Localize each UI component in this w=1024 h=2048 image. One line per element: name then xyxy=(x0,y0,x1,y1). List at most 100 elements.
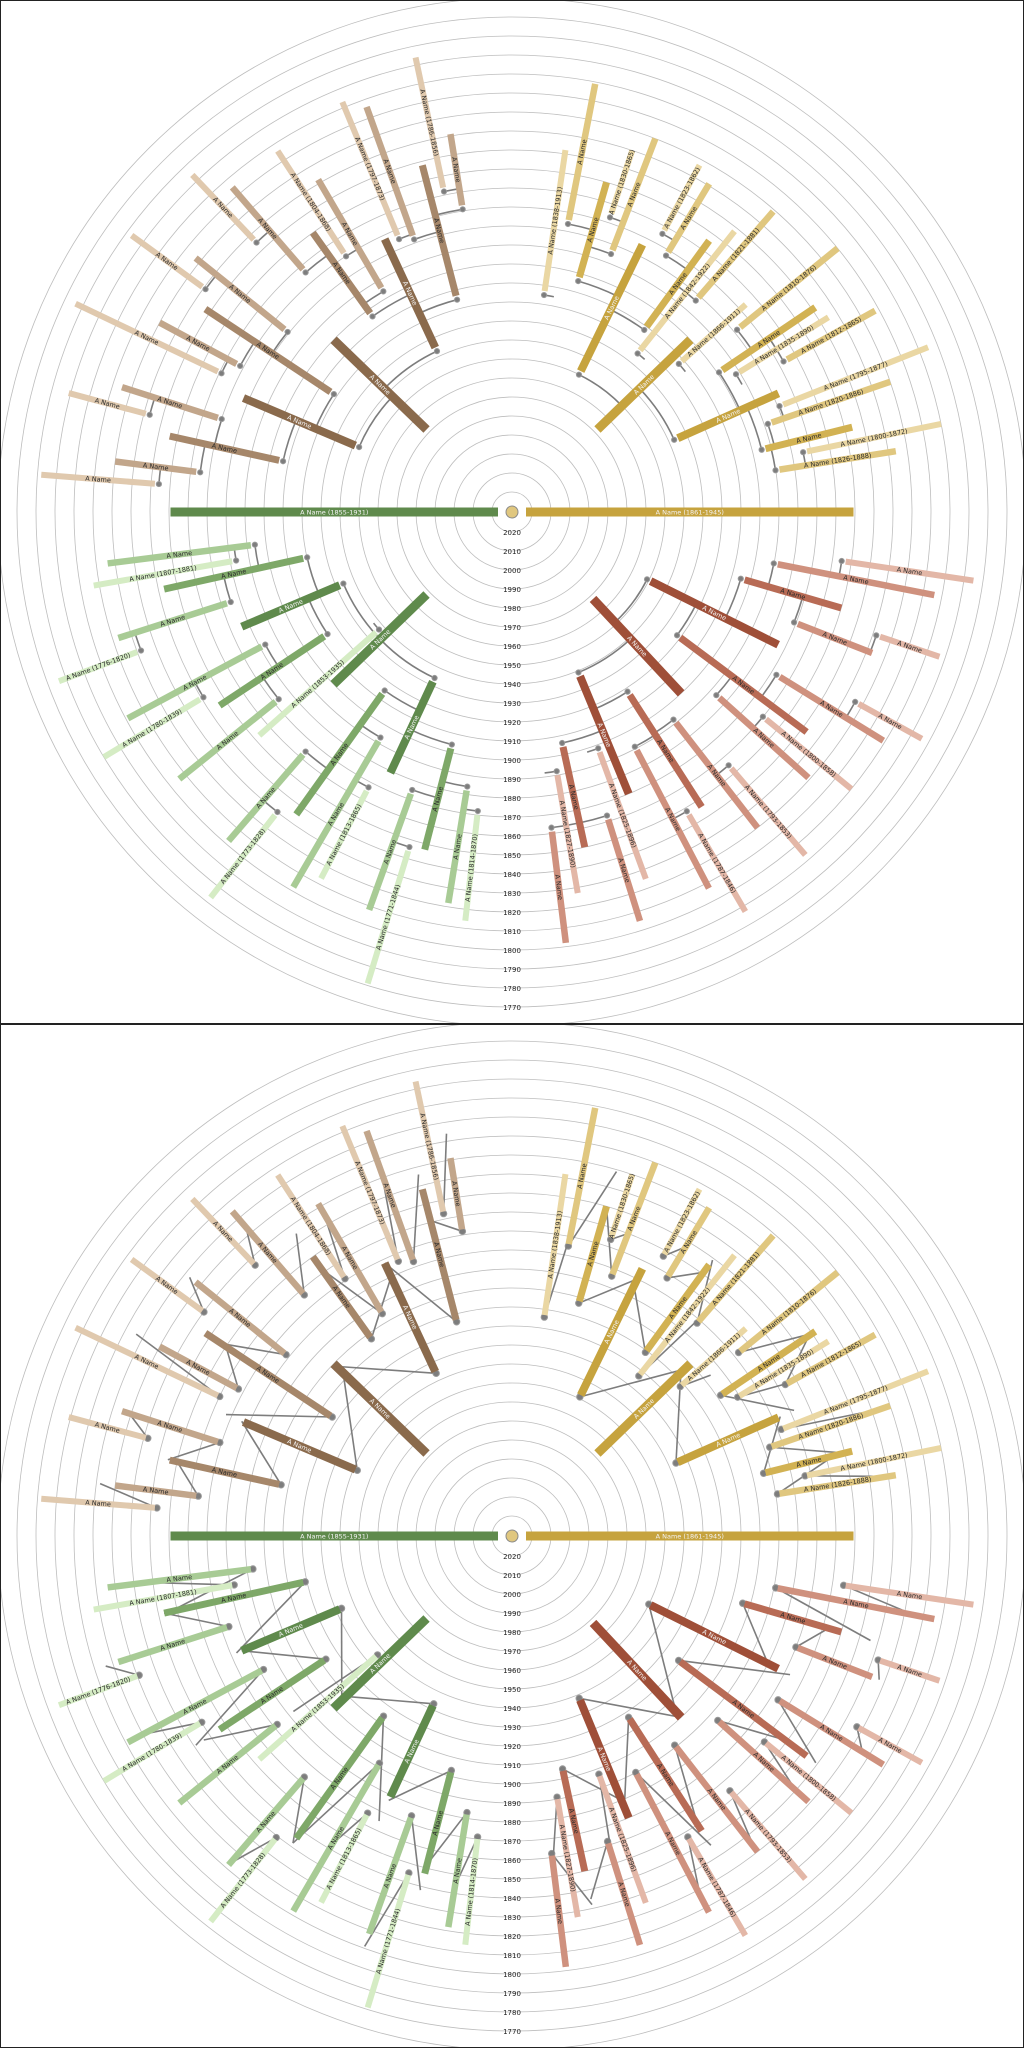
lifespan-bar xyxy=(806,1444,942,1479)
year-tick-label: 1920 xyxy=(503,1743,521,1751)
lineage-arc xyxy=(736,329,753,351)
lifespan-label: A Name xyxy=(779,1611,806,1626)
year-tick-label: 1780 xyxy=(503,985,521,993)
year-tick-label: 2020 xyxy=(503,1553,521,1561)
lineage-arc xyxy=(665,254,689,271)
lifespan-label: A Name xyxy=(182,673,208,692)
lifespan-label: A Name xyxy=(706,763,728,788)
lineage-node xyxy=(659,230,666,237)
lifespan-label: A Name xyxy=(715,1431,742,1449)
lifespan-bar xyxy=(633,1772,712,1914)
lineage-arc xyxy=(358,396,394,448)
lineage-node xyxy=(284,328,291,336)
lifespan-label: A Name xyxy=(182,1697,208,1716)
lineage-node xyxy=(453,296,461,303)
lineage-arc xyxy=(715,675,733,696)
fan-chart-bottom: 2020 2010 2000 1990 1980 1970 1960 1950 1940 1930… xyxy=(1,1025,1023,2047)
lifespan-bar xyxy=(418,1188,460,1321)
lifespan-bar xyxy=(102,1720,202,1784)
lifespan-bar xyxy=(208,1837,278,1924)
lineage-connectors xyxy=(134,187,880,851)
lineage-node xyxy=(275,696,282,703)
lineage-arc xyxy=(718,371,741,411)
lineage-link xyxy=(378,1716,385,1822)
lifespan-bar xyxy=(565,83,599,221)
lifespan-bar xyxy=(126,1667,264,1746)
lifespan-bar xyxy=(275,1173,347,1279)
root-person-label: A Name (1861-1945) xyxy=(656,508,724,516)
lifespan-bar xyxy=(633,748,712,890)
lifespan-label: A Name xyxy=(896,639,923,655)
lineage-node xyxy=(440,188,448,195)
lineage-node xyxy=(790,619,798,626)
lifespan-bar xyxy=(241,1418,357,1474)
lineage-arc xyxy=(254,544,260,569)
lifespan-bar xyxy=(412,56,447,189)
lifespan-label: A Name xyxy=(159,1637,186,1652)
lifespan-bar xyxy=(728,766,808,857)
lifespan-bar xyxy=(290,1763,382,1913)
year-ring xyxy=(168,168,856,856)
lifespan-label: A Name xyxy=(211,442,238,455)
lifespan-label: A Name xyxy=(450,156,462,183)
lifespan-bar xyxy=(782,1368,930,1432)
lineage-node xyxy=(274,808,281,816)
lifespan-bar xyxy=(565,1107,599,1245)
lifespan-bar xyxy=(366,1816,414,1936)
lineage-link xyxy=(567,1171,618,1247)
lifespan-bar xyxy=(717,695,811,781)
fan-chart-panel-ancestry-bottom: 2020 2010 2000 1990 1980 1970 1960 1950 1940 1930… xyxy=(0,1024,1024,2048)
lifespan-bar xyxy=(796,1644,874,1680)
lifespan-bar xyxy=(257,1653,379,1762)
year-axis: 2020 2010 2000 1990 1980 1970 1960 1950 1940 1930… xyxy=(503,529,521,1012)
fan-chart-top: 2020 2010 2000 1990 1980 1970 1960 1950 1940 1930… xyxy=(1,1,1023,1023)
lifespan-label: A Name xyxy=(133,1353,160,1371)
year-tick-label: 1980 xyxy=(503,605,521,613)
lineage-node xyxy=(713,692,720,699)
lifespan-label: A Name xyxy=(553,1898,564,1924)
year-tick-label: 1870 xyxy=(503,814,521,822)
lifespan-bar xyxy=(845,558,974,584)
year-ring xyxy=(111,111,913,913)
lifespan-label: A Name xyxy=(159,613,186,628)
year-tick-label: 1800 xyxy=(503,1971,521,1979)
lifespan-bar xyxy=(778,447,897,473)
lifespan-label: A Name xyxy=(450,1180,462,1207)
lifespan-bar xyxy=(743,576,843,612)
lineage-arc xyxy=(746,407,763,450)
root-person-label: A Name (1861-1945) xyxy=(656,1532,724,1540)
lineage-link xyxy=(241,1649,326,1660)
lifespan-bar xyxy=(679,302,748,364)
lifespan-label: A Name xyxy=(142,1485,169,1496)
lifespan-bar xyxy=(596,751,649,880)
lineage-node xyxy=(603,812,611,819)
lifespan-bar xyxy=(177,1723,278,1806)
lineage-link xyxy=(717,1719,786,1741)
lifespan-bar xyxy=(541,1173,569,1316)
lifespan-bar xyxy=(737,1338,830,1399)
lifespan-bar xyxy=(695,209,776,300)
lifespan-label: A Name xyxy=(576,1163,589,1190)
lifespan-label: A Name xyxy=(821,1654,848,1671)
lineage-node xyxy=(369,313,376,320)
lifespan-bar xyxy=(720,1328,818,1398)
lifespan-bar xyxy=(576,1698,633,1820)
lineage-link xyxy=(321,1268,383,1315)
lifespan-bar xyxy=(366,792,414,912)
lifespan-bar xyxy=(575,181,610,279)
lineage-link xyxy=(769,1446,845,1454)
lineage-node xyxy=(395,236,403,243)
lifespan-bar xyxy=(626,693,705,809)
lifespan-bar xyxy=(421,747,455,851)
year-tick-label: 1840 xyxy=(503,1895,521,1903)
lineage-node xyxy=(780,358,787,365)
lifespan-bar xyxy=(318,1813,370,1904)
lifespan-label: A Name xyxy=(259,661,285,682)
lifespan-label: A Name xyxy=(896,1589,923,1601)
lineage-link xyxy=(221,1342,287,1356)
lifespan-bar xyxy=(686,1837,748,1938)
lifespan-label: A Name xyxy=(818,1723,844,1743)
lineage-node xyxy=(641,326,648,334)
lifespan-bar xyxy=(605,818,644,922)
lifespan-bar xyxy=(778,1698,886,1768)
